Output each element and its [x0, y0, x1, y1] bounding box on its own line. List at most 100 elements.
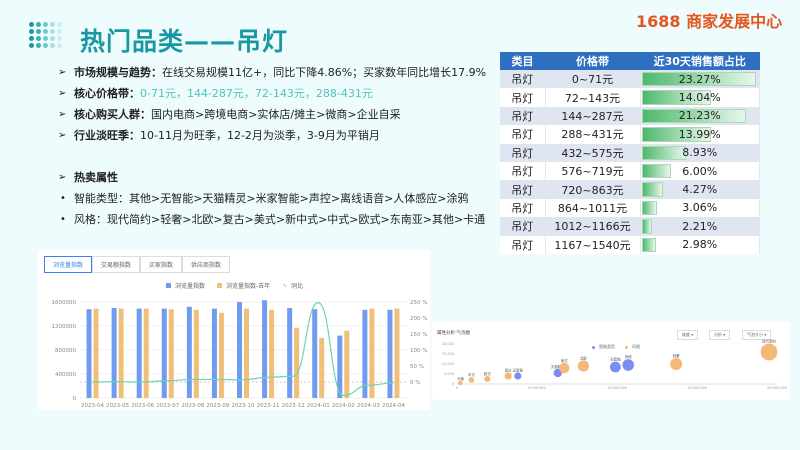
- bubble-label: 其他: [625, 354, 632, 359]
- y-tick-label: 1200000: [52, 324, 77, 330]
- bar-views: [111, 308, 117, 398]
- bar-views: [161, 308, 167, 398]
- decorative-dots-icon: [29, 22, 65, 52]
- y-tick-label: 400000: [55, 372, 76, 378]
- share-bar: [641, 90, 711, 105]
- price-band-cell: 864~1011元: [545, 198, 641, 218]
- share-bar: [641, 200, 657, 216]
- bubble-label: 复古: [505, 367, 512, 372]
- bubble-chart: 0 5,000,000 10,000,000 15,000,000 20,000,000…: [442, 339, 787, 390]
- x-tick-label: 2023-09: [206, 403, 229, 409]
- share-cell: 13.99%: [640, 125, 760, 144]
- bullet-market: ➢ 市场规模与趋势： 在线交易规模11亿+，同比下降4.86%；买家数年同比增长17…: [58, 62, 486, 83]
- category-cell: 吊灯: [500, 143, 546, 162]
- bar-views-last-year: [118, 308, 124, 398]
- bubble-label: 北欧: [580, 355, 587, 360]
- trend-chart: 0 400000 800000 1200000 1600000 0 % 50 % 100 % 1…: [52, 300, 428, 409]
- y2-tick-label: 150 %: [410, 332, 427, 338]
- bubble-point: [484, 376, 491, 382]
- bar-views: [362, 309, 368, 398]
- y-tick-label: 20,000: [442, 342, 454, 346]
- analysis-dropdown[interactable]: 分析 ▾: [709, 330, 731, 340]
- x-tick-label: 2023-11: [257, 403, 280, 409]
- bubble-label: 天猫精灵: [551, 364, 565, 369]
- y2-tick-label: 200 %: [410, 316, 427, 322]
- share-bar: [641, 127, 711, 142]
- price-band-table: 类目 价格带 近30天销售额占比 吊灯 0~71元 23.27% 吊灯 72~143元 1…: [500, 52, 760, 254]
- bubble-point: [622, 359, 634, 371]
- legend-swatch: [166, 283, 171, 288]
- bar-views-last-year: [269, 309, 275, 398]
- col-header: 价格带: [545, 52, 640, 70]
- summary-bullets: ➢ 市场规模与趋势： 在线交易规模11亿+，同比下降4.86%；买家数年同比增长17…: [58, 62, 486, 230]
- bubble-label: 无智能: [610, 357, 621, 362]
- tab-suppliers[interactable]: 供应商指数: [182, 256, 231, 273]
- bubble-size-dropdown[interactable]: 气泡大小 ▾: [742, 330, 772, 340]
- share-bar: [641, 108, 747, 124]
- bubble-chart-panel: 属性分析-气泡图 维度 ▾ 分析 ▾ 气泡大小 ▾ 智能类型 风格 0 5,000…: [432, 322, 790, 400]
- table-row: 吊灯 72~143元 14.04%: [500, 88, 760, 107]
- y2-tick-label: 50 %: [410, 364, 424, 370]
- bullet-dot-icon: •: [60, 214, 66, 225]
- category-cell: 吊灯: [500, 70, 546, 89]
- bubble-label: 卡通: [457, 376, 464, 381]
- bubble-label: 无智能: [513, 367, 524, 372]
- bubble-legend: 智能类型 风格: [592, 344, 640, 350]
- bubble-point: [610, 361, 621, 373]
- x-tick-label: 2023-04: [81, 403, 104, 409]
- bubble-label: 欧式: [484, 371, 492, 376]
- y2-tick-label: 0 %: [410, 380, 420, 386]
- category-cell: 吊灯: [500, 217, 546, 236]
- y-tick-label: 10,000: [442, 362, 454, 366]
- bullet-season: ➢ 行业淡旺季： 10-11月为旺季，12-2月为淡季，3-9月为平销月: [58, 125, 486, 146]
- tab-buyers[interactable]: 买家指数: [140, 256, 183, 273]
- share-bar: [641, 237, 657, 252]
- arrow-icon: ➢: [58, 88, 67, 99]
- hot-item: • 智能类型：其他>无智能>天猫精灵>米家智能>声控>离线语音>人体感应>涂鸦: [58, 188, 486, 209]
- table-row: 吊灯 288~431元 13.99%: [500, 125, 760, 144]
- bar-views: [86, 309, 92, 398]
- x-tick-label: 15,000,000: [687, 386, 707, 390]
- share-bar: [641, 163, 672, 179]
- share-cell: 6.00%: [640, 161, 760, 181]
- share-cell: 8.93%: [640, 143, 760, 162]
- tab-gmv[interactable]: 交易额指数: [92, 256, 141, 273]
- trend-tabs: 浏览量指数 交易额指数 买家指数 供应商指数: [44, 256, 231, 273]
- bar-views-last-year: [244, 308, 249, 398]
- bubble-label: 轻奢: [673, 353, 680, 358]
- bubble-point: [458, 380, 463, 386]
- x-tick-label: 2024-01: [307, 403, 330, 409]
- category-cell: 吊灯: [500, 198, 546, 218]
- tab-views[interactable]: 浏览量指数: [44, 256, 93, 273]
- dimension-dropdown[interactable]: 维度 ▾: [677, 330, 699, 340]
- x-tick-label: 2024-03: [357, 403, 380, 409]
- arrow-icon: ➢: [58, 67, 67, 78]
- x-tick-label: 2024-02: [332, 403, 355, 409]
- share-bar: [641, 72, 757, 87]
- y-tick-label: 5,000: [444, 372, 454, 376]
- share-cell: 21.23%: [640, 106, 760, 126]
- share-cell: 2.21%: [640, 217, 760, 236]
- bullet-buyers: ➢ 核心购买人群： 国内电商>跨境电商>实体店/摊主>微商>企业自采: [58, 104, 486, 125]
- x-tick-label: 2023-12: [282, 403, 305, 409]
- bar-views: [387, 309, 393, 398]
- bar-views-last-year: [369, 308, 375, 398]
- bar-views-last-year: [193, 309, 199, 398]
- share-cell: 4.27%: [640, 180, 760, 199]
- bubble-label: 美式: [561, 358, 568, 363]
- y-tick-label: 0: [452, 382, 454, 386]
- table-row: 吊灯 144~287元 21.23%: [500, 106, 760, 126]
- category-cell: 吊灯: [500, 125, 546, 144]
- category-cell: 吊灯: [500, 235, 546, 254]
- x-tick-label: 2023-07: [156, 403, 179, 409]
- y2-tick-label: 100 %: [410, 348, 427, 354]
- category-cell: 吊灯: [500, 88, 546, 107]
- bubble-point: [670, 358, 683, 370]
- bubble-point: [577, 360, 589, 372]
- table-row: 吊灯 1167~1540元 2.98%: [500, 235, 760, 254]
- y2-tick-label: 250 %: [410, 300, 427, 306]
- bubble-chart-title: 属性分析-气泡图: [437, 331, 471, 336]
- price-band-cell: 72~143元: [545, 88, 641, 107]
- trend-legend: 浏览量指数 浏览量指数-去年 ∿ 同比: [166, 281, 303, 290]
- category-cell: 吊灯: [500, 161, 546, 181]
